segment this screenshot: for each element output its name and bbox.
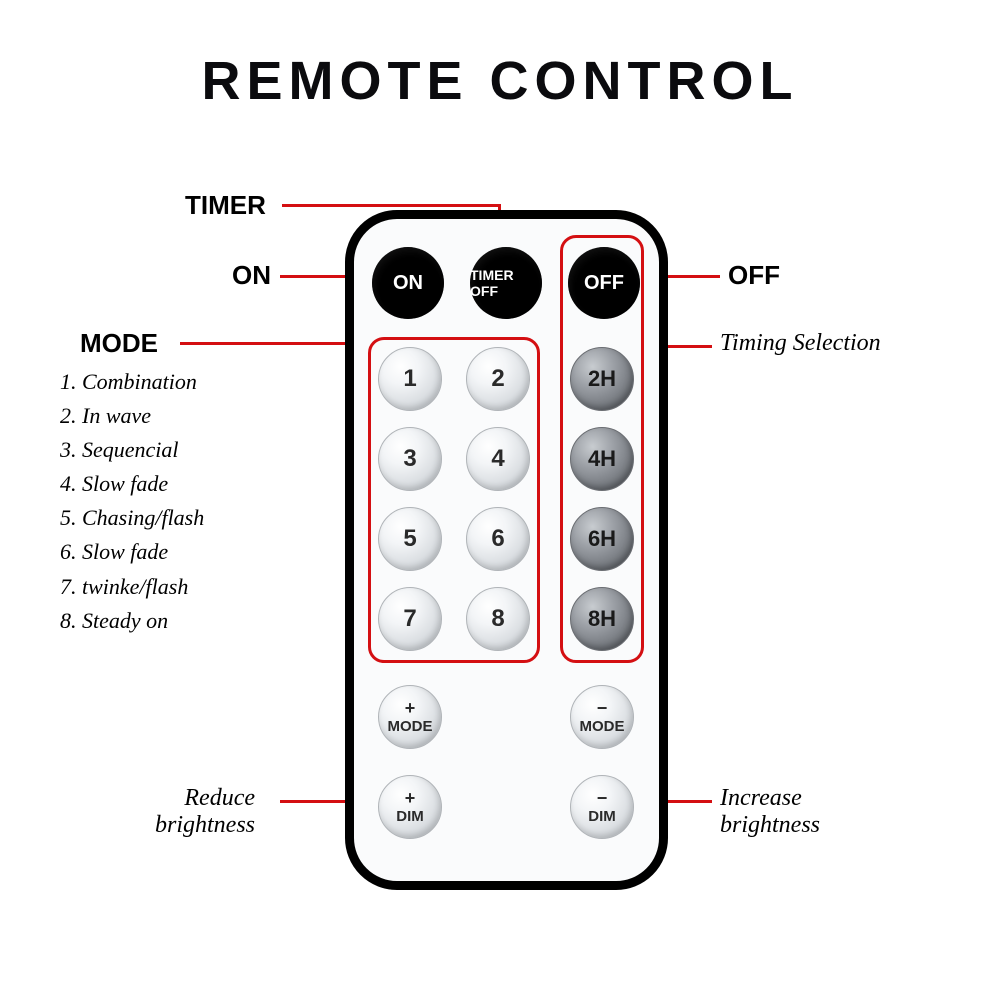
label-off: OFF (728, 260, 780, 291)
label-timing-selection: Timing Selection (720, 330, 881, 357)
plus-icon: + (405, 699, 416, 719)
label-reduce-brightness: Reduce brightness (155, 785, 255, 839)
minus-icon: − (597, 789, 608, 809)
button-label: DIM (588, 809, 616, 826)
label-increase-brightness: Increase brightness (720, 785, 820, 839)
mode-button-5[interactable]: 5 (378, 507, 442, 571)
mode-list-item: 1. Combination (60, 365, 204, 399)
timer-button-6h[interactable]: 6H (570, 507, 634, 571)
mode-button-6[interactable]: 6 (466, 507, 530, 571)
mode-list: 1. Combination 2. In wave 3. Sequencial … (60, 365, 204, 638)
timer-button-2h[interactable]: 2H (570, 347, 634, 411)
mode-list-item: 2. In wave (60, 399, 204, 433)
mode-button-1[interactable]: 1 (378, 347, 442, 411)
plus-icon: + (405, 789, 416, 809)
leader-line (180, 342, 362, 345)
mode-list-item: 8. Steady on (60, 604, 204, 638)
label-mode: MODE (80, 328, 158, 359)
button-label: MODE (580, 719, 625, 736)
mode-button-8[interactable]: 8 (466, 587, 530, 651)
leader-line (282, 204, 498, 207)
minus-icon: − (597, 699, 608, 719)
mode-button-3[interactable]: 3 (378, 427, 442, 491)
timer-off-button[interactable]: TIMER OFF (470, 247, 542, 319)
mode-list-item: 7. twinke/flash (60, 570, 204, 604)
page-title: REMOTE CONTROL (0, 50, 1000, 112)
on-button[interactable]: ON (372, 247, 444, 319)
button-label: DIM (396, 809, 424, 826)
label-timer: TIMER (185, 190, 266, 221)
mode-list-item: 5. Chasing/flash (60, 501, 204, 535)
timer-button-4h[interactable]: 4H (570, 427, 634, 491)
mode-minus-button[interactable]: − MODE (570, 685, 634, 749)
mode-list-item: 4. Slow fade (60, 467, 204, 501)
mode-list-item: 3. Sequencial (60, 433, 204, 467)
mode-plus-button[interactable]: + MODE (378, 685, 442, 749)
mode-button-4[interactable]: 4 (466, 427, 530, 491)
timer-button-8h[interactable]: 8H (570, 587, 634, 651)
mode-button-7[interactable]: 7 (378, 587, 442, 651)
mode-button-2[interactable]: 2 (466, 347, 530, 411)
remote-body: ON TIMER OFF OFF 12345678 2H4H6H8H + MOD… (345, 210, 668, 890)
dim-plus-button[interactable]: + DIM (378, 775, 442, 839)
label-on: ON (232, 260, 271, 291)
mode-list-item: 6. Slow fade (60, 535, 204, 569)
dim-minus-button[interactable]: − DIM (570, 775, 634, 839)
button-label: MODE (388, 719, 433, 736)
